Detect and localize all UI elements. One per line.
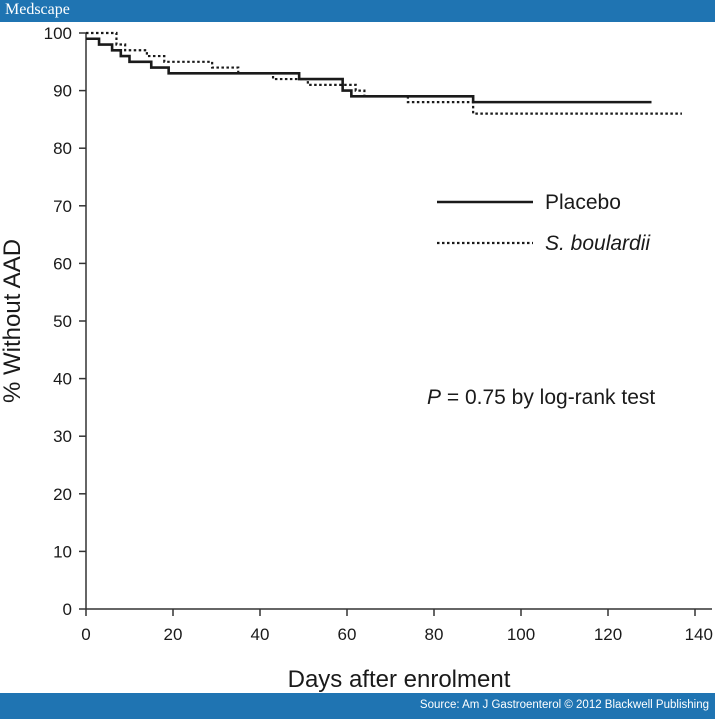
x-tick-label: 80 (425, 625, 444, 644)
series-line-placebo (86, 37, 652, 104)
x-tick-label: 60 (338, 625, 357, 644)
log-rank-annotation: P = 0.75 by log-rank test (427, 386, 655, 409)
y-tick-label: 100 (44, 24, 72, 43)
source-credit: Source: Am J Gastroenterol © 2012 Blackw… (419, 699, 709, 711)
y-tick-label: 0 (63, 600, 72, 619)
brand-logo: Medscape (5, 1, 70, 18)
y-tick-label: 10 (53, 542, 72, 561)
y-tick-label: 80 (53, 139, 72, 158)
legend: Placebo S. boulardii (437, 191, 651, 255)
series-line-s-boulardii (86, 31, 682, 115)
y-tick-label: 30 (53, 427, 72, 446)
top-banner: Medscape (0, 0, 715, 22)
y-axis-title: % Without AAD (0, 239, 26, 403)
x-tick-label: 120 (594, 625, 622, 644)
y-tick-label: 40 (53, 370, 72, 389)
y-tick-label: 20 (53, 485, 72, 504)
x-tick-label: 100 (507, 625, 535, 644)
y-tick-label: 90 (53, 82, 72, 101)
series-layer (86, 31, 682, 115)
x-axis-title: Days after enrolment (288, 666, 511, 693)
annotation-rest: = 0.75 by log-rank test (441, 386, 655, 409)
y-tick-label: 70 (53, 197, 72, 216)
x-tick-label: 0 (81, 625, 90, 644)
legend-label-placebo: Placebo (545, 191, 621, 214)
legend-label-s-boulardii: S. boulardii (545, 232, 651, 255)
x-tick-label: 20 (164, 625, 183, 644)
y-tick-label: 50 (53, 312, 72, 331)
y-tick-label: 60 (53, 254, 72, 273)
annotation-p: P (427, 386, 441, 409)
axes: 0 10 20 30 40 50 60 70 80 90 100 0 20 40 60 80 100 120 140 (44, 24, 713, 644)
x-tick-label: 40 (251, 625, 270, 644)
bottom-banner: Source: Am J Gastroenterol © 2012 Blackw… (0, 693, 715, 719)
survival-chart: 0 10 20 30 40 50 60 70 80 90 100 0 20 40 60 80 100 120 140… (0, 24, 713, 693)
x-tick-label: 140 (685, 625, 713, 644)
